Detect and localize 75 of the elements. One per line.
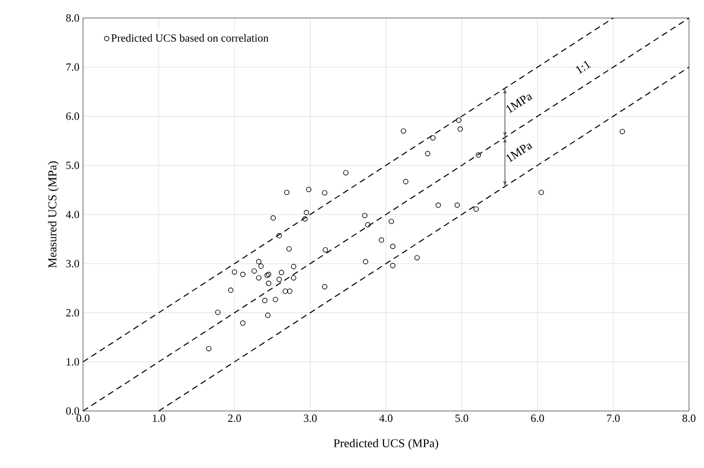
point xyxy=(284,190,290,196)
point xyxy=(322,284,328,290)
point xyxy=(278,270,284,276)
point xyxy=(365,222,370,228)
point xyxy=(390,262,396,268)
x-tick-label: 7.0 xyxy=(607,414,620,422)
point xyxy=(476,152,482,158)
y-axis-title: Measured UCS (MPa) xyxy=(48,161,59,268)
x-axis-title: Predicted UCS (MPa) xyxy=(334,438,438,450)
y-tick-label: 6.0 xyxy=(66,112,80,120)
point xyxy=(436,202,441,208)
x-tick-label: 3.0 xyxy=(304,414,317,422)
y-tick-label: 5.0 xyxy=(66,162,80,170)
point xyxy=(232,269,238,275)
point xyxy=(256,275,262,281)
point xyxy=(266,280,272,286)
point xyxy=(258,263,264,269)
point xyxy=(620,128,625,134)
point xyxy=(430,135,436,141)
point xyxy=(262,298,268,304)
point xyxy=(302,216,308,222)
x-tick-label: 4.0 xyxy=(379,414,392,422)
point xyxy=(425,150,430,156)
point xyxy=(265,312,270,318)
point xyxy=(390,244,396,250)
point xyxy=(538,190,544,196)
x-tick-label: 5.0 xyxy=(456,414,468,422)
point xyxy=(252,268,257,274)
y-tick-label: 4.0 xyxy=(66,210,80,218)
point xyxy=(306,186,312,192)
point xyxy=(215,310,220,315)
point xyxy=(322,190,328,196)
x-tick-label: 6.0 xyxy=(531,414,544,422)
point xyxy=(322,247,328,253)
point xyxy=(276,276,282,282)
point xyxy=(290,275,296,281)
point xyxy=(473,206,479,212)
point xyxy=(454,202,460,208)
legend-label: Predicted UCS based on correlation xyxy=(111,34,268,42)
point xyxy=(403,178,408,184)
y-tick-label: 3.0 xyxy=(66,260,80,268)
x-tick-label: 0.0 xyxy=(76,414,90,422)
y-tick-label: 1.0 xyxy=(66,358,80,366)
point xyxy=(276,232,282,238)
y-tick-label: 8.0 xyxy=(66,14,80,22)
point xyxy=(228,287,234,293)
point xyxy=(378,237,384,243)
annotation: 1:1 xyxy=(576,60,591,74)
x-tick-label: 1.0 xyxy=(152,414,166,422)
point xyxy=(282,288,288,294)
point xyxy=(458,126,463,132)
point xyxy=(304,210,310,216)
annotation: 1MPa xyxy=(506,144,533,162)
y-tick-label: 7.0 xyxy=(66,63,80,71)
point xyxy=(290,264,296,270)
x-tick-label: 8.0 xyxy=(682,414,696,422)
point xyxy=(400,128,406,134)
point xyxy=(240,272,246,278)
point xyxy=(343,170,348,176)
point xyxy=(240,320,246,326)
point xyxy=(256,259,262,264)
point xyxy=(414,255,420,260)
point xyxy=(287,288,292,294)
x-tick-label: 2.0 xyxy=(228,414,241,422)
annotation: 1MPa xyxy=(506,94,533,114)
point xyxy=(270,215,276,221)
y-tick-label: 2.0 xyxy=(66,309,80,316)
point xyxy=(362,212,368,218)
point xyxy=(362,259,368,264)
point xyxy=(388,218,394,224)
point xyxy=(456,118,462,123)
point xyxy=(206,346,212,352)
point xyxy=(272,296,278,302)
point xyxy=(286,246,292,252)
y-tick-label: 0.0 xyxy=(66,407,80,415)
